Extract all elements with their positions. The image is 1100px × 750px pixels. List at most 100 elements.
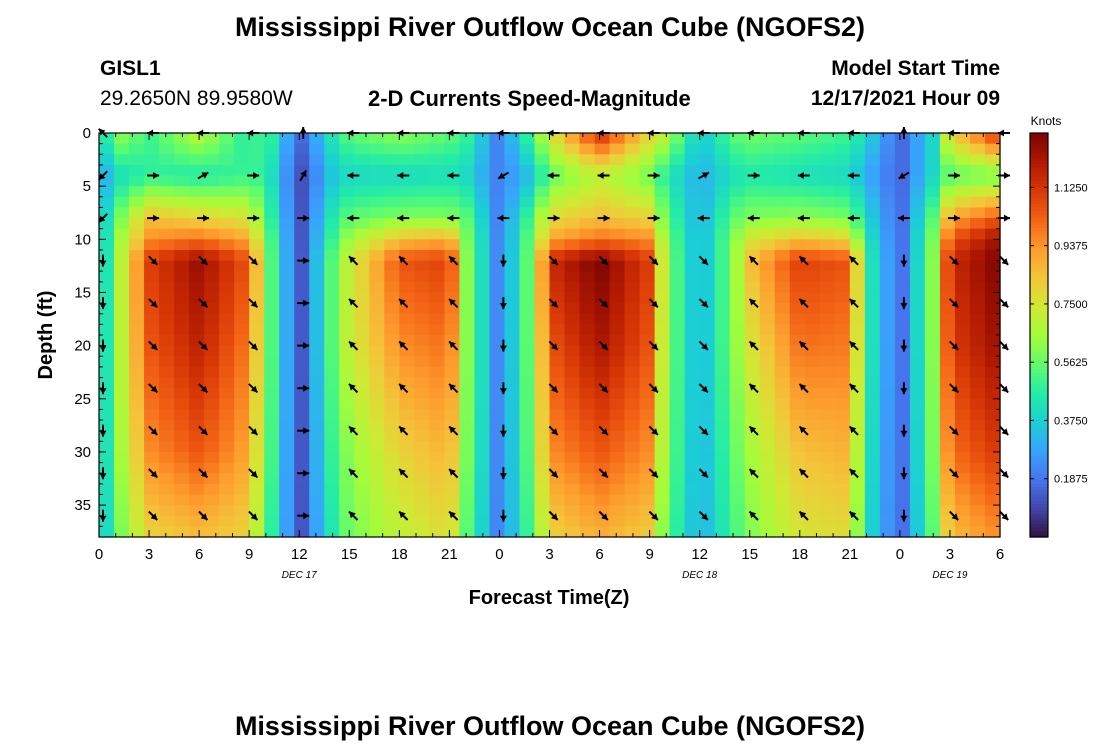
current-vector — [348, 340, 359, 351]
heatmap-cell — [384, 249, 400, 262]
heatmap-cell — [174, 409, 190, 421]
heatmap-cell — [624, 409, 641, 421]
heatmap-cell — [474, 164, 491, 177]
heatmap-cell — [294, 377, 310, 389]
heatmap-cell — [984, 292, 1001, 304]
heatmap-cell — [939, 186, 956, 198]
heatmap-cell — [279, 345, 295, 357]
heatmap-cell — [594, 207, 611, 219]
heatmap-cell — [849, 451, 866, 464]
heatmap-cell — [729, 462, 746, 474]
heatmap-cell — [234, 218, 250, 230]
heatmap-cell — [534, 186, 551, 198]
heatmap-cell — [234, 281, 250, 294]
heatmap-cell — [519, 281, 536, 294]
heatmap-cell — [744, 335, 761, 347]
x-tick-label: 18 — [791, 546, 808, 563]
heatmap-cell — [444, 388, 460, 400]
heatmap-cell — [324, 207, 340, 219]
heatmap-cell — [609, 313, 626, 325]
heatmap-cell — [309, 313, 325, 325]
heatmap-cell — [264, 526, 280, 538]
heatmap-cell — [609, 462, 626, 474]
heatmap-cell — [444, 271, 460, 283]
heatmap-cell — [699, 271, 716, 283]
heatmap-cell — [369, 154, 385, 166]
heatmap-cell — [339, 186, 355, 198]
colorbar-segment — [1030, 432, 1048, 437]
current-vector — [248, 383, 259, 394]
heatmap-cell — [804, 441, 821, 453]
heatmap-cell — [609, 335, 626, 347]
current-vector — [297, 299, 310, 307]
heatmap-cell — [219, 398, 235, 411]
heatmap-cell — [279, 324, 295, 336]
heatmap-cell — [444, 505, 460, 517]
heatmap-cell — [984, 143, 1001, 155]
heatmap-cell — [864, 420, 881, 432]
heatmap-cell — [639, 164, 656, 177]
heatmap-cell — [714, 143, 731, 155]
heatmap-cell — [639, 494, 656, 506]
heatmap-cell — [384, 430, 400, 442]
heatmap-cell — [444, 196, 460, 209]
heatmap-cell — [114, 451, 130, 464]
heatmap-cell — [249, 196, 265, 209]
current-vector — [747, 172, 760, 179]
heatmap-cell — [624, 239, 641, 251]
heatmap-cell — [924, 271, 941, 283]
heatmap-cell — [564, 377, 581, 389]
heatmap-cell — [99, 441, 115, 453]
heatmap-cell — [399, 249, 415, 262]
heatmap-cell — [459, 526, 476, 538]
colorbar-segment — [1030, 136, 1048, 141]
heatmap-cell — [864, 345, 881, 357]
heatmap-cell — [159, 515, 175, 527]
heatmap-cell — [519, 430, 536, 442]
colorbar-segment — [1030, 133, 1048, 137]
heatmap-cell — [879, 473, 896, 485]
heatmap-cell — [429, 473, 445, 485]
colorbar-tick-label: 0.1875 — [1054, 474, 1088, 486]
colorbar-segment — [1030, 486, 1048, 491]
heatmap-cell — [174, 462, 190, 474]
heatmap-cell — [174, 451, 190, 464]
heatmap-cell — [939, 398, 956, 411]
heatmap-cell — [519, 409, 536, 421]
heatmap-cell — [669, 441, 686, 453]
heatmap-cell — [789, 218, 806, 230]
heatmap-cell — [129, 420, 145, 432]
heatmap-cell — [129, 430, 145, 442]
current-vector — [297, 469, 310, 477]
heatmap-cell — [204, 356, 220, 368]
heatmap-cell — [159, 356, 175, 368]
heatmap-cell — [354, 186, 370, 198]
heatmap-cell — [819, 420, 836, 432]
heatmap-cell — [714, 239, 731, 251]
heatmap-cell — [174, 133, 190, 145]
heatmap-cell — [639, 345, 656, 357]
heatmap-cell — [294, 388, 310, 400]
heatmap-cell — [744, 313, 761, 325]
heatmap-cell — [204, 249, 220, 262]
heatmap-cell — [864, 260, 881, 272]
colorbar-segment — [1030, 149, 1048, 154]
heatmap-cell — [984, 133, 1001, 145]
heatmap-cell — [549, 324, 566, 336]
heatmap-cell — [309, 218, 325, 230]
heatmap-cell — [519, 356, 536, 368]
heatmap-cell — [579, 175, 596, 187]
heatmap-cell — [264, 303, 280, 315]
heatmap-cell — [804, 388, 821, 400]
heatmap-cell — [789, 356, 806, 368]
heatmap-cell — [534, 239, 551, 251]
heatmap-cell — [234, 462, 250, 474]
heatmap-cell — [684, 313, 701, 325]
heatmap-cell — [954, 505, 971, 517]
heatmap-cell — [489, 335, 506, 347]
heatmap-cell — [129, 281, 145, 294]
colorbar-segment — [1030, 456, 1048, 461]
heatmap-cell — [219, 196, 235, 209]
heatmap-cell — [234, 398, 250, 411]
heatmap-cell — [804, 143, 821, 155]
